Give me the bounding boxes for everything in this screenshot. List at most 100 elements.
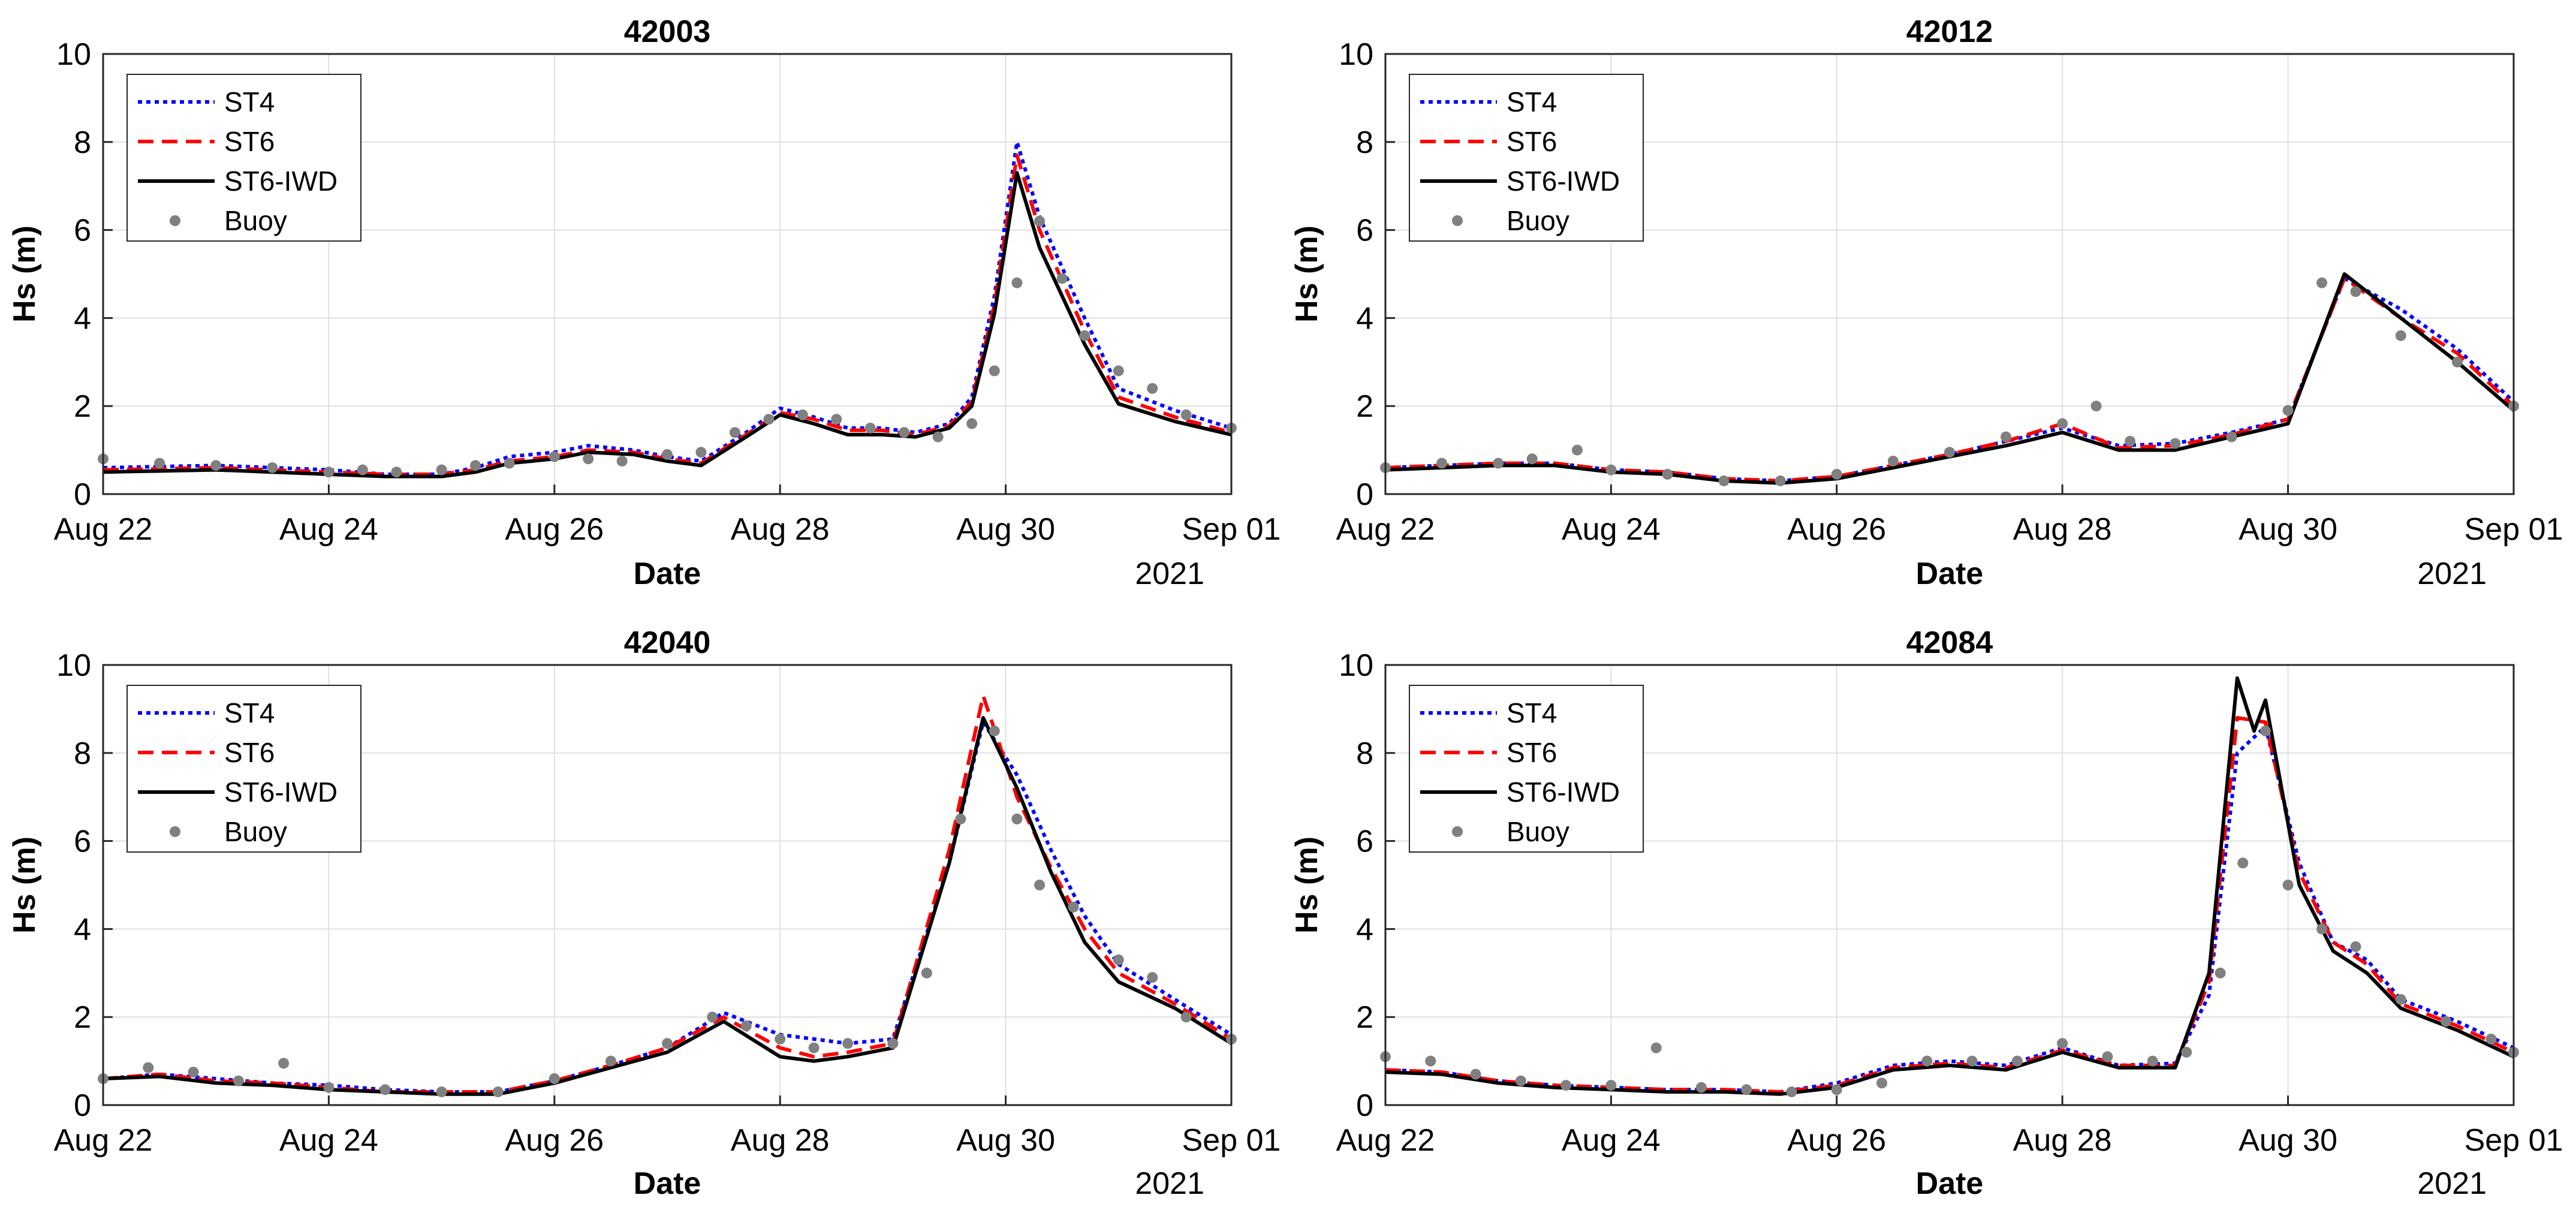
data-point [492, 1086, 504, 1097]
data-point [2395, 994, 2406, 1005]
x-tick-label: Sep 01 [1182, 1123, 1281, 1158]
year-label: 2021 [2417, 556, 2487, 591]
data-point [379, 1084, 391, 1095]
data-point [2350, 941, 2361, 952]
legend-label: ST6-IWD [224, 776, 338, 808]
data-point [966, 418, 978, 429]
y-tick-label: 0 [1356, 1088, 1373, 1123]
data-point [842, 1038, 854, 1049]
x-tick-label: Aug 30 [2238, 512, 2337, 547]
data-point [1695, 1082, 1707, 1093]
data-point [2282, 880, 2294, 890]
y-tick-label: 10 [1339, 37, 1373, 72]
panel-42040: 42040 Aug 22 Aug 24 Aug 26 Aug 28 Aug 30 Sep … [7, 625, 1281, 1201]
data-point [707, 1012, 718, 1023]
data-point [1571, 444, 1583, 456]
panel-42003: 42003 Aug 22 Aug 24 Aug 26 Aug 28 Aug 30 Sep … [7, 14, 1281, 591]
legend-label: Buoy [1507, 205, 1569, 236]
y-tick-label: 10 [56, 648, 91, 683]
data-point [1718, 475, 1730, 486]
series-layer [1380, 272, 2519, 486]
data-point [323, 466, 335, 478]
legend-swatch-buoy [170, 826, 180, 837]
panel-42012: 42012 Aug 22 Aug 24 Aug 26 Aug 28 Aug 30 Sep … [1289, 14, 2563, 591]
data-point [470, 460, 481, 471]
x-tick-label: Aug 24 [279, 512, 378, 547]
axis-ticks: Aug 22 Aug 24 Aug 26 Aug 28 Aug 30 Sep 01 0 2 4 6… [1336, 648, 2563, 1158]
y-tick-label: 8 [74, 125, 91, 160]
data-point [2237, 857, 2249, 869]
legend-label: ST6 [1507, 737, 1557, 768]
series-line-st4 [103, 140, 1232, 476]
y-tick-label: 6 [1356, 824, 1373, 859]
data-point [1831, 468, 1842, 480]
data-point [2215, 967, 2226, 979]
data-point [1876, 1077, 1888, 1089]
data-point [1605, 464, 1617, 475]
data-point [955, 813, 966, 824]
data-point [899, 427, 910, 438]
data-point [2181, 1046, 2192, 1058]
data-point [1650, 1042, 1662, 1054]
data-point [921, 967, 932, 979]
series-buoy [1380, 277, 2519, 486]
y-tick-label: 6 [74, 213, 91, 248]
series-line-st4 [1385, 724, 2515, 1094]
data-point [2011, 1055, 2023, 1067]
data-point [1425, 1055, 1436, 1067]
y-tick-label: 4 [1356, 912, 1373, 947]
data-point [1068, 901, 1079, 913]
data-point [2259, 726, 2271, 737]
y-axis-label: Hs (m) [1289, 225, 1324, 323]
data-point [2147, 1055, 2158, 1067]
data-point [2282, 405, 2294, 416]
data-point [2090, 401, 2102, 412]
data-point [1113, 365, 1124, 377]
x-tick-label: Aug 24 [1562, 512, 1661, 547]
data-point [549, 451, 560, 462]
data-point [2170, 438, 2181, 449]
data-point [2316, 277, 2328, 288]
data-point [1180, 409, 1192, 420]
panel-42084: 42084 Aug 22 Aug 24 Aug 26 Aug 28 Aug 30 Sep … [1289, 625, 2563, 1201]
data-point [729, 427, 740, 438]
y-tick-label: 2 [1356, 389, 1373, 424]
axis-ticks: Aug 22 Aug 24 Aug 26 Aug 28 Aug 30 Sep 01 0 2 4 6… [54, 648, 1281, 1158]
y-tick-label: 10 [56, 37, 91, 72]
year-label: 2021 [1135, 556, 1204, 591]
x-tick-label: Aug 22 [54, 512, 153, 547]
data-point [2226, 431, 2237, 443]
data-point [1921, 1055, 1933, 1067]
year-label: 2021 [2417, 1166, 2487, 1201]
y-tick-label: 0 [1356, 477, 1373, 512]
x-tick-label: Aug 24 [279, 1123, 378, 1158]
series-line-st6-iwd [103, 171, 1232, 478]
y-tick-label: 2 [74, 389, 91, 424]
data-point [1034, 880, 1046, 890]
data-point [143, 1062, 154, 1073]
plot-frame [1384, 53, 2515, 495]
data-point [797, 409, 808, 420]
x-tick-label: Aug 26 [505, 512, 604, 547]
data-point [662, 449, 673, 460]
y-axis-label: Hs (m) [7, 225, 42, 323]
legend-swatch-buoy [1452, 826, 1463, 837]
data-point [740, 1020, 752, 1031]
data-point [662, 1038, 673, 1049]
panel-title: 42040 [624, 625, 711, 660]
data-point [2485, 1033, 2497, 1045]
data-point [323, 1082, 335, 1093]
y-tick-label: 8 [74, 736, 91, 771]
data-point [583, 453, 594, 465]
axis-ticks: Aug 22 Aug 24 Aug 26 Aug 28 Aug 30 Sep 01 0 2 4 6… [54, 37, 1281, 547]
x-tick-label: Aug 28 [2013, 1123, 2112, 1158]
x-axis-label: Date [634, 1166, 701, 1201]
y-tick-label: 6 [1356, 213, 1373, 248]
legend-label: Buoy [224, 205, 287, 236]
data-point [1147, 383, 1158, 394]
legend-label: Buoy [1507, 816, 1569, 847]
legend-label: ST6-IWD [224, 165, 338, 197]
legend-label: ST6 [1507, 126, 1557, 157]
x-tick-label: Aug 24 [1562, 1123, 1661, 1158]
